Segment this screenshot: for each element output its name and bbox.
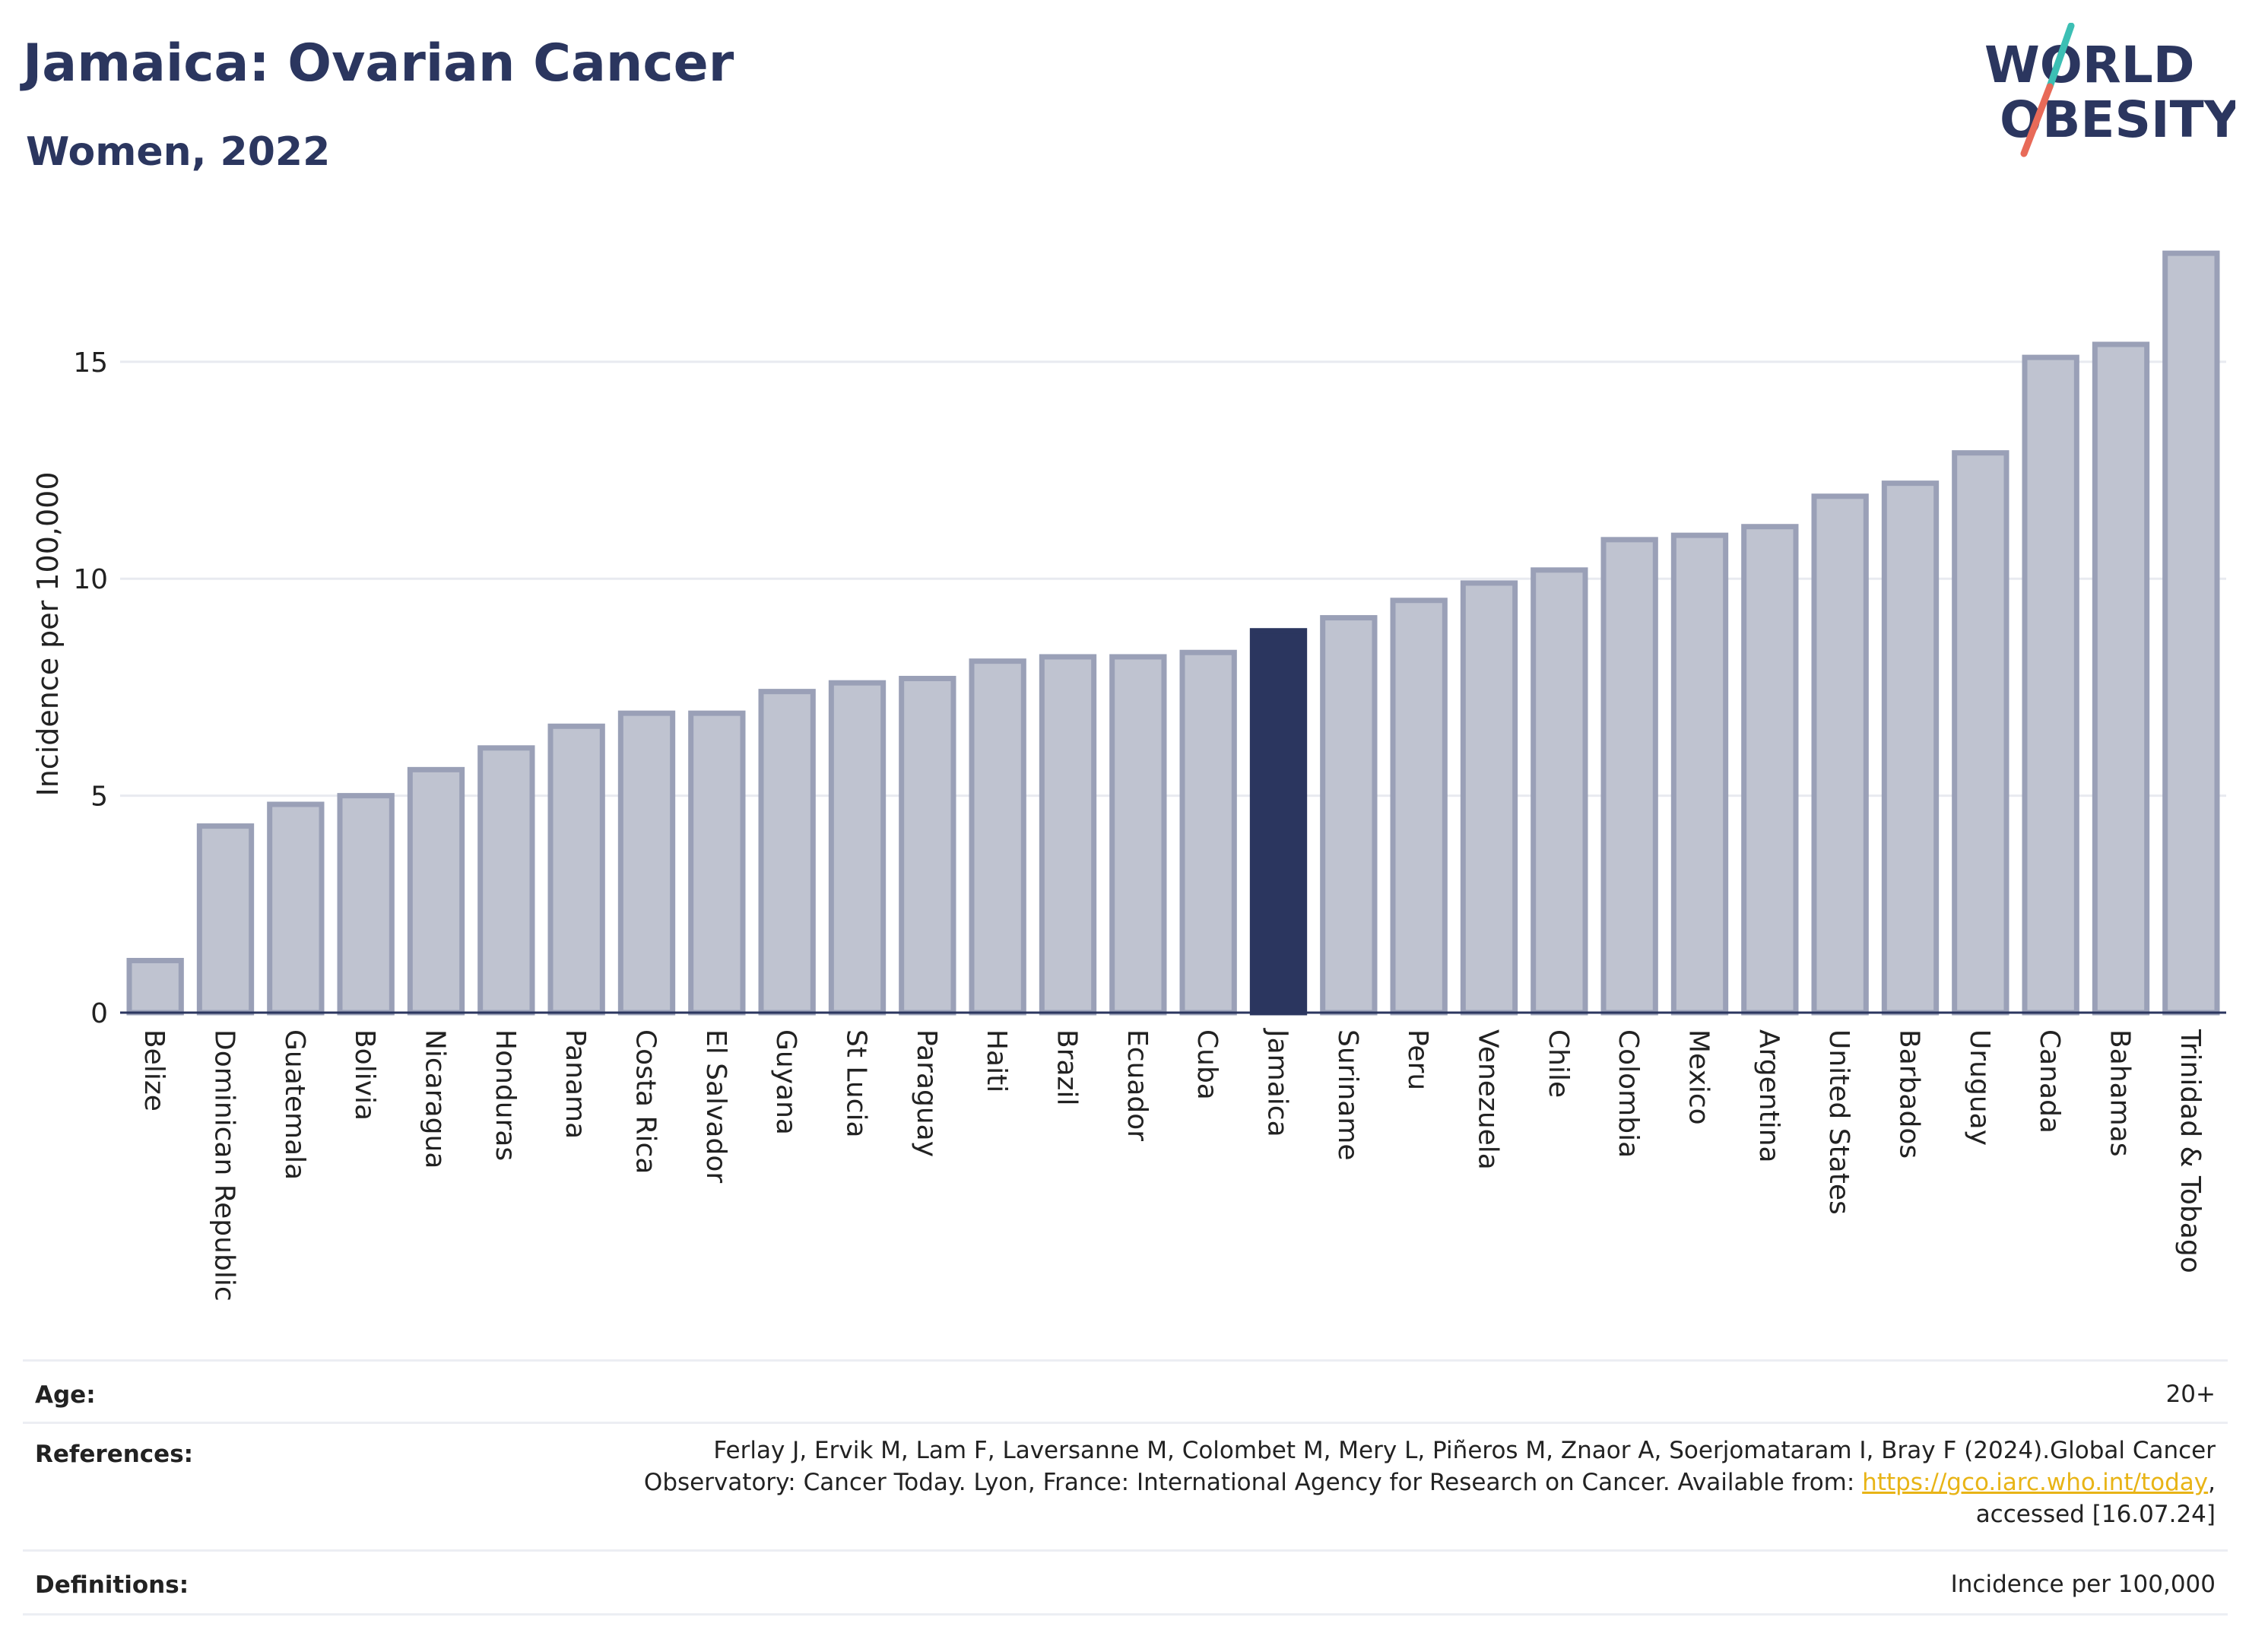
bar[interactable] [617, 710, 676, 1016]
x-tick-label: United States [1823, 1029, 1854, 1215]
bar[interactable] [126, 958, 184, 1016]
references-value: Ferlay J, Ervik M, Lam F, Laversanne M, … [644, 1435, 2216, 1530]
bar[interactable] [1109, 654, 1167, 1016]
references-line2: Observatory: Cancer Today. Lyon, France:… [644, 1467, 2216, 1498]
x-tick-label: Mexico [1683, 1029, 1715, 1125]
x-tick-labels: Belize Dominican Republic Guatemala Bolivia… [138, 1028, 2206, 1302]
x-tick-label: Uruguay [1964, 1029, 1995, 1146]
bar[interactable] [1881, 480, 1940, 1016]
footer-row-definitions: Definitions: Incidence per 100,000 [23, 1549, 2228, 1616]
page-subtitle: Women, 2022 [26, 129, 331, 175]
references-line1: Ferlay J, Ervik M, Lam F, Laversanne M, … [713, 1437, 2216, 1464]
bar[interactable] [2092, 341, 2150, 1016]
bar-chart: 0 5 10 15 Belize Dominican Republic Guatemala… [31, 250, 2226, 1302]
x-tick-label: El Salvador [700, 1029, 731, 1183]
bar[interactable] [688, 710, 746, 1016]
bar[interactable] [547, 723, 605, 1016]
x-tick-label: Costa Rica [630, 1029, 661, 1174]
bar[interactable] [899, 675, 956, 1016]
definitions-value: Incidence per 100,000 [1950, 1571, 2216, 1598]
x-tick-label: Colombia [1613, 1029, 1644, 1158]
logo-slash-teal [2046, 23, 2075, 90]
footer-row-age: Age: 20+ [23, 1359, 2228, 1424]
x-tick-label: Peru [1402, 1029, 1433, 1090]
y-tick-label: 5 [90, 782, 108, 813]
bar[interactable] [1531, 567, 1588, 1016]
bar[interactable] [2162, 250, 2220, 1016]
x-tick-label: Belize [138, 1029, 170, 1111]
bar[interactable] [1320, 615, 1378, 1016]
bar[interactable] [969, 658, 1026, 1016]
bar[interactable] [758, 689, 816, 1016]
x-tick-label: Argentina [1753, 1029, 1784, 1163]
bar[interactable] [1460, 580, 1518, 1016]
bar[interactable] [1952, 450, 2010, 1016]
x-tick-label: Chile [1543, 1029, 1574, 1098]
bar[interactable] [196, 823, 255, 1016]
x-tick-label: Cuba [1191, 1029, 1223, 1100]
x-tick-label: Panama [560, 1029, 591, 1139]
bar[interactable] [1741, 524, 1799, 1016]
x-tick-label: Paraguay [911, 1029, 942, 1157]
x-tick-label: Barbados [1894, 1029, 1925, 1159]
logo-line1: WORLD [1984, 36, 2195, 94]
x-tick-label: Jamaica [1262, 1028, 1293, 1137]
x-tick-label: Suriname [1332, 1029, 1363, 1161]
bar[interactable] [1390, 598, 1448, 1016]
x-tick-label: Canada [2034, 1029, 2065, 1134]
x-tick-label: Venezuela [1473, 1029, 1504, 1170]
y-tick-label: 0 [90, 998, 108, 1029]
world-obesity-logo: WORLD OBESITY [1984, 23, 2235, 157]
references-line2-suffix: , [2208, 1469, 2216, 1496]
x-tick-label: Trinidad & Tobago [2174, 1029, 2206, 1273]
bar[interactable] [267, 801, 325, 1016]
x-tick-label: Honduras [490, 1029, 521, 1161]
bar[interactable] [1670, 532, 1729, 1016]
references-label: References: [35, 1441, 194, 1468]
x-tick-label: Bahamas [2105, 1029, 2136, 1157]
references-line2-prefix: Observatory: Cancer Today. Lyon, France:… [643, 1469, 1863, 1496]
x-tick-label: St Lucia [841, 1029, 872, 1138]
bar[interactable] [1179, 649, 1237, 1016]
x-tick-label: Brazil [1052, 1029, 1083, 1105]
x-tick-label: Dominican Republic [209, 1029, 240, 1302]
y-tick-label: 15 [73, 347, 108, 379]
bar[interactable] [1039, 654, 1097, 1016]
x-tick-label: Bolivia [349, 1029, 380, 1121]
y-axis-label: Incidence per 100,000 [31, 471, 65, 796]
footer-bottom-rule [23, 1613, 2228, 1616]
x-tick-label: Ecuador [1121, 1029, 1153, 1141]
x-tick-label: Guyana [770, 1029, 801, 1135]
bar[interactable] [2022, 354, 2079, 1016]
footer-row-references: References: Ferlay J, Ervik M, Lam F, La… [23, 1422, 2228, 1552]
age-value: 20+ [2165, 1381, 2216, 1408]
bar[interactable] [477, 745, 535, 1016]
definitions-label: Definitions: [35, 1571, 189, 1599]
bar[interactable] [1811, 493, 1869, 1016]
bar[interactable] [828, 680, 887, 1016]
bar[interactable] [1600, 537, 1658, 1016]
age-label: Age: [35, 1381, 96, 1409]
references-link[interactable]: https://gco.iarc.who.int/today [1862, 1469, 2209, 1496]
x-tick-label: Haiti [981, 1029, 1012, 1092]
page-title: Jamaica: Ovarian Cancer [23, 33, 734, 94]
y-tick-labels: 0 5 10 15 [73, 347, 108, 1029]
x-tick-label: Guatemala [279, 1029, 310, 1180]
x-tick-label: Nicaragua [420, 1029, 451, 1168]
references-line3: accessed [16.07.24] [1975, 1501, 2216, 1528]
bar-highlight[interactable] [1249, 628, 1308, 1016]
logo-slash-coral [2020, 83, 2054, 157]
bar[interactable] [337, 793, 395, 1016]
grid-lines [120, 360, 2226, 797]
y-tick-label: 10 [73, 564, 108, 595]
bars [126, 250, 2220, 1016]
bar[interactable] [407, 766, 465, 1016]
